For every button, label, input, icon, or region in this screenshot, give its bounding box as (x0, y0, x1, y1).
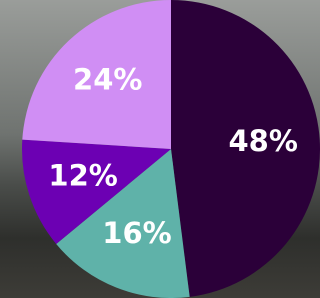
page: 48%16%12%24% (() => { const data = JSON.… (0, 0, 320, 298)
slice-label: 48% (228, 124, 297, 158)
slice-label: 12% (48, 159, 117, 193)
chart: 48% 16% 12% 24% (0, 0, 320, 298)
slice-label: 24% (73, 63, 142, 97)
slice-label: 16% (102, 216, 171, 250)
